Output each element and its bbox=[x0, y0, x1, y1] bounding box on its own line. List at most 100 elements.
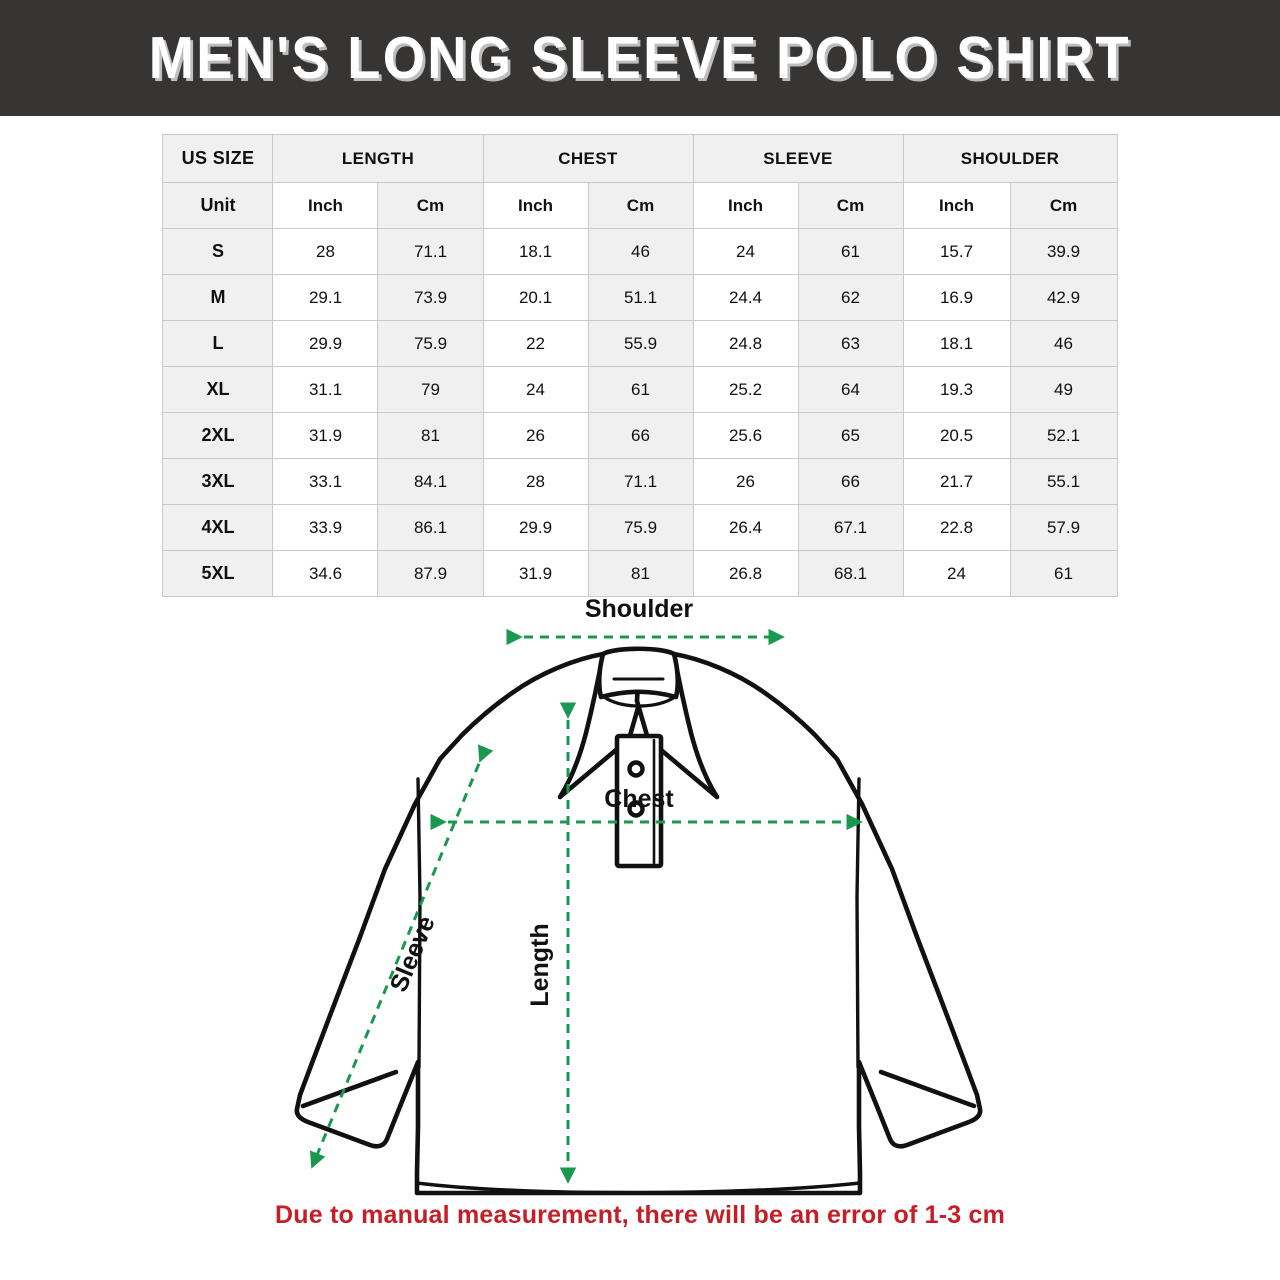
group-header-chest: CHEST bbox=[482, 134, 694, 183]
size-table-container: US SIZE LENGTH CHEST SLEEVE SHOULDER Uni… bbox=[0, 116, 1280, 597]
cell-chest-inch: 28 bbox=[482, 458, 589, 505]
cell-shoulder-inch: 20.5 bbox=[902, 412, 1011, 459]
measurement-arrows bbox=[310, 628, 863, 1184]
bottom-hem bbox=[415, 1181, 862, 1195]
cell-length-inch: 28 bbox=[272, 228, 379, 275]
measurement-diagram-container: Shoulder Chest Sleeve Length bbox=[0, 597, 1280, 1197]
unit-header-length-cm: Cm bbox=[377, 182, 484, 229]
cell-chest-inch: 29.9 bbox=[482, 504, 589, 551]
cell-chest-inch: 26 bbox=[482, 412, 589, 459]
table-row: L 29.9 75.9 22 55.9 24.8 63 18.1 46 bbox=[162, 320, 1118, 367]
cell-sleeve-inch: 26.4 bbox=[692, 504, 799, 551]
unit-header-sleeve-cm: Cm bbox=[797, 182, 904, 229]
table-row: S 28 71.1 18.1 46 24 61 15.7 39.9 bbox=[162, 228, 1118, 275]
cell-chest-inch: 22 bbox=[482, 320, 589, 367]
cell-length-inch: 29.9 bbox=[272, 320, 379, 367]
cell-length-cm: 84.1 bbox=[377, 458, 484, 505]
placket-buttons bbox=[627, 760, 645, 818]
table-row: M 29.1 73.9 20.1 51.1 24.4 62 16.9 42.9 bbox=[162, 274, 1118, 321]
cell-chest-cm: 46 bbox=[587, 228, 694, 275]
cell-length-cm: 73.9 bbox=[377, 274, 484, 321]
chest-label: Chest bbox=[604, 785, 674, 813]
unit-header-sleeve-inch: Inch bbox=[692, 182, 799, 229]
cell-shoulder-inch: 18.1 bbox=[902, 320, 1011, 367]
cell-length-inch: 29.1 bbox=[272, 274, 379, 321]
cell-length-inch: 31.1 bbox=[272, 366, 379, 413]
cell-chest-inch: 20.1 bbox=[482, 274, 589, 321]
cell-sleeve-inch: 26 bbox=[692, 458, 799, 505]
cell-length-cm: 81 bbox=[377, 412, 484, 459]
cell-sleeve-cm: 67.1 bbox=[797, 504, 904, 551]
row-size-label: 5XL bbox=[162, 550, 274, 597]
row-size-label: XL bbox=[162, 366, 274, 413]
cell-shoulder-cm: 46 bbox=[1009, 320, 1118, 367]
group-header-length: LENGTH bbox=[272, 134, 484, 183]
cell-length-cm: 87.9 bbox=[377, 550, 484, 597]
size-chart-table: US SIZE LENGTH CHEST SLEEVE SHOULDER Uni… bbox=[162, 134, 1118, 597]
cell-chest-cm: 71.1 bbox=[587, 458, 694, 505]
row-size-label: 4XL bbox=[162, 504, 274, 551]
length-label: Length bbox=[526, 923, 554, 1006]
cell-shoulder-cm: 49 bbox=[1009, 366, 1118, 413]
measurement-disclaimer: Due to manual measurement, there will be… bbox=[274, 1201, 1006, 1229]
cell-sleeve-inch: 25.6 bbox=[692, 412, 799, 459]
unit-header-shoulder-cm: Cm bbox=[1009, 182, 1118, 229]
cell-sleeve-inch: 25.2 bbox=[692, 366, 799, 413]
unit-header-shoulder-inch: Inch bbox=[902, 182, 1011, 229]
unit-header-chest-cm: Cm bbox=[587, 182, 694, 229]
cell-shoulder-cm: 42.9 bbox=[1009, 274, 1118, 321]
table-head: US SIZE LENGTH CHEST SLEEVE SHOULDER Uni… bbox=[162, 134, 1118, 229]
cell-shoulder-cm: 55.1 bbox=[1009, 458, 1118, 505]
header-banner: MEN'S LONG SLEEVE POLO SHIRT bbox=[0, 0, 1280, 116]
shirt-outline bbox=[294, 646, 983, 1196]
cell-chest-inch: 31.9 bbox=[482, 550, 589, 597]
cell-chest-cm: 81 bbox=[587, 550, 694, 597]
group-header-sleeve: SLEEVE bbox=[692, 134, 904, 183]
row-size-label: L bbox=[162, 320, 274, 367]
collar-band bbox=[596, 646, 681, 700]
cell-shoulder-inch: 15.7 bbox=[902, 228, 1011, 275]
cell-sleeve-cm: 62 bbox=[797, 274, 904, 321]
cell-sleeve-cm: 63 bbox=[797, 320, 904, 367]
unit-header-length-inch: Inch bbox=[272, 182, 379, 229]
cell-shoulder-inch: 19.3 bbox=[902, 366, 1011, 413]
table-unit-header-row: Unit Inch Cm Inch Cm Inch Cm Inch Cm bbox=[162, 182, 1118, 229]
cell-chest-cm: 55.9 bbox=[587, 320, 694, 367]
table-row: 4XL 33.9 86.1 29.9 75.9 26.4 67.1 22.8 5… bbox=[162, 504, 1118, 551]
cell-length-inch: 34.6 bbox=[272, 550, 379, 597]
cell-length-inch: 33.9 bbox=[272, 504, 379, 551]
cell-length-inch: 33.1 bbox=[272, 458, 379, 505]
cell-sleeve-inch: 26.8 bbox=[692, 550, 799, 597]
cell-shoulder-inch: 22.8 bbox=[902, 504, 1011, 551]
group-header-us-size: US SIZE bbox=[162, 134, 274, 183]
cell-sleeve-cm: 68.1 bbox=[797, 550, 904, 597]
cell-shoulder-cm: 57.9 bbox=[1009, 504, 1118, 551]
cell-sleeve-cm: 61 bbox=[797, 228, 904, 275]
cell-chest-cm: 61 bbox=[587, 366, 694, 413]
cell-shoulder-cm: 52.1 bbox=[1009, 412, 1118, 459]
cell-length-inch: 31.9 bbox=[272, 412, 379, 459]
cell-sleeve-inch: 24.4 bbox=[692, 274, 799, 321]
cell-chest-inch: 18.1 bbox=[482, 228, 589, 275]
cell-sleeve-cm: 65 bbox=[797, 412, 904, 459]
row-size-label: 2XL bbox=[162, 412, 274, 459]
cell-shoulder-cm: 61 bbox=[1009, 550, 1118, 597]
group-header-shoulder: SHOULDER bbox=[902, 134, 1118, 183]
cell-shoulder-inch: 21.7 bbox=[902, 458, 1011, 505]
cell-shoulder-cm: 39.9 bbox=[1009, 228, 1118, 275]
table-group-header-row: US SIZE LENGTH CHEST SLEEVE SHOULDER bbox=[162, 134, 1118, 183]
cell-sleeve-inch: 24 bbox=[692, 228, 799, 275]
cell-length-cm: 71.1 bbox=[377, 228, 484, 275]
table-body: S 28 71.1 18.1 46 24 61 15.7 39.9 M 29.1… bbox=[162, 228, 1118, 597]
cell-chest-inch: 24 bbox=[482, 366, 589, 413]
cell-chest-cm: 66 bbox=[587, 412, 694, 459]
row-size-label: 3XL bbox=[162, 458, 274, 505]
cell-length-cm: 79 bbox=[377, 366, 484, 413]
unit-header-chest-inch: Inch bbox=[482, 182, 589, 229]
cell-length-cm: 86.1 bbox=[377, 504, 484, 551]
table-row: 3XL 33.1 84.1 28 71.1 26 66 21.7 55.1 bbox=[162, 458, 1118, 505]
button-icon bbox=[627, 760, 645, 778]
polo-shirt-diagram: Shoulder Chest Sleeve Length bbox=[294, 597, 983, 1196]
shoulder-label: Shoulder bbox=[585, 597, 694, 623]
cell-chest-cm: 51.1 bbox=[587, 274, 694, 321]
